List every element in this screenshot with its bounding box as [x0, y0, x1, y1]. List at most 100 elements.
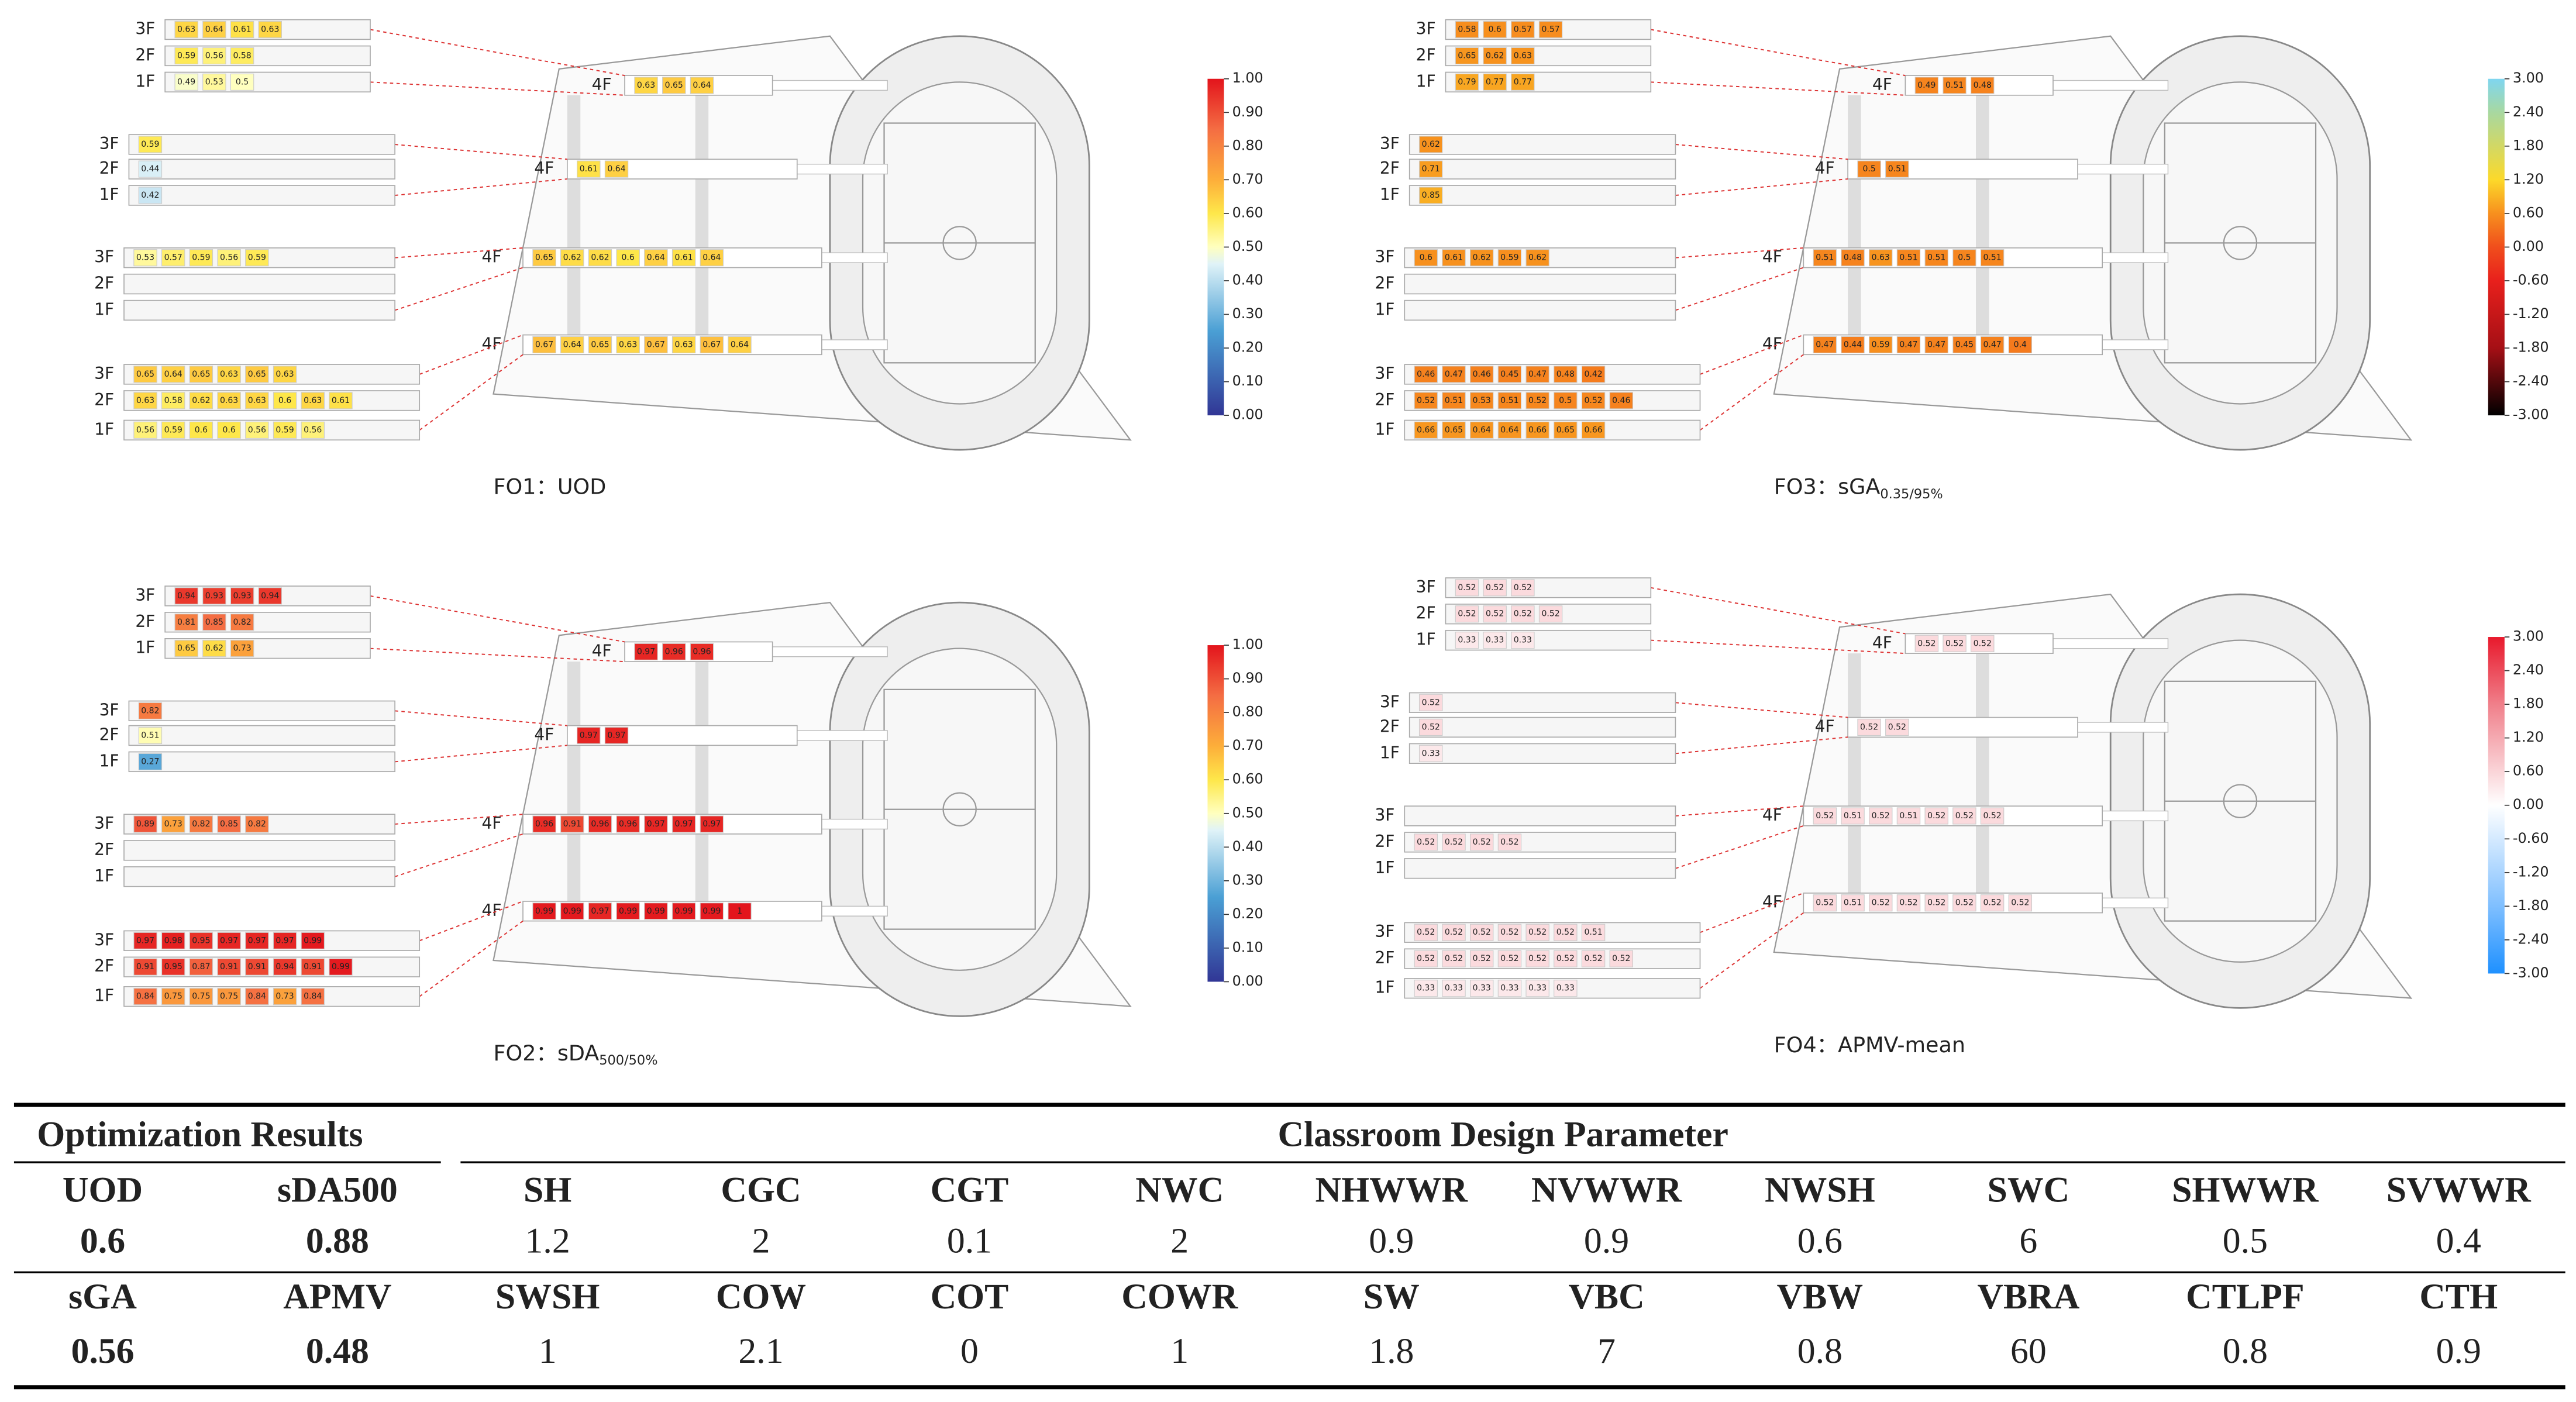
cell	[671, 249, 696, 267]
table-value: 0.9	[1369, 1221, 1414, 1261]
cell-value: 0.6	[278, 396, 291, 405]
pillar	[1848, 95, 1861, 355]
cell-value: 0.52	[1445, 954, 1463, 963]
inset-bar	[1404, 299, 1676, 321]
cell-value: 0.82	[192, 819, 210, 829]
cell	[1511, 47, 1535, 65]
cell-value: 0.59	[141, 140, 159, 149]
cell	[1841, 336, 1865, 354]
cell	[1813, 807, 1837, 825]
connector	[821, 818, 888, 830]
cell-value: 0.51	[1584, 928, 1602, 937]
cell	[230, 587, 254, 605]
cell-value: 0.71	[1422, 164, 1440, 174]
cell-value: 0.82	[233, 618, 251, 627]
cell	[532, 249, 556, 267]
cell-value: 0.51	[1500, 396, 1518, 405]
colorbar-label: 0.60	[1232, 771, 1263, 787]
caption: FO2：sDA500/50%	[494, 1040, 658, 1067]
cell-value: 0.97	[580, 731, 598, 740]
cell-value: 0.52	[1417, 954, 1435, 963]
cell-value: 0.47	[1445, 370, 1463, 379]
cell	[700, 336, 724, 354]
cell	[671, 336, 696, 354]
cell-value: 0.81	[177, 618, 195, 627]
cell-value: 0.52	[1473, 838, 1491, 847]
floor-label: 1F	[1375, 419, 1394, 439]
cell-value: 0.59	[192, 253, 210, 263]
caption: FO1：UOD	[494, 474, 607, 499]
table-value: 7	[1597, 1331, 1616, 1371]
cell	[1554, 421, 1578, 439]
cell	[1525, 421, 1549, 439]
cell	[189, 988, 213, 1005]
inset-bar	[123, 273, 395, 295]
colorbar	[1207, 78, 1224, 416]
cell	[245, 366, 269, 383]
cell	[728, 336, 752, 354]
cell-value: 0.56	[248, 425, 266, 435]
cell	[1952, 336, 1976, 354]
cell-value: 0.97	[674, 819, 693, 829]
cell-value: 0.52	[1955, 898, 1974, 908]
caption-subscript: 0.35/95%	[1880, 486, 1943, 501]
cell	[588, 249, 612, 267]
floor-label: 3F	[99, 134, 119, 153]
cell-value: 0.96	[665, 647, 683, 656]
cell-value: 0.52	[1528, 954, 1547, 963]
floor-label: 1F	[1416, 71, 1436, 91]
cell	[245, 932, 269, 949]
cell-value: 0.47	[1816, 340, 1834, 349]
leader	[1651, 81, 1906, 96]
table-header: sDA500	[277, 1170, 398, 1210]
cell-value: 0.63	[637, 81, 655, 90]
cell	[1497, 249, 1522, 267]
cell-value: 0.53	[136, 253, 154, 263]
colorbar-label: 1.20	[2513, 729, 2544, 745]
cell	[1581, 392, 1606, 409]
cell-value: 0.52	[1888, 722, 1906, 732]
cell-value: 0.6	[222, 425, 235, 435]
cell	[301, 988, 325, 1005]
floor-tag: 4F	[534, 725, 554, 744]
colorbar-label: 0.10	[1232, 373, 1263, 389]
table-header: SWSH	[495, 1277, 600, 1317]
cell	[133, 421, 157, 439]
cell	[1497, 366, 1522, 383]
cell	[1869, 894, 1893, 912]
cell	[1414, 392, 1438, 409]
cell	[1980, 249, 2005, 267]
table-value: 0.56	[71, 1331, 134, 1371]
floor-label: 3F	[94, 364, 114, 383]
cell	[1418, 160, 1443, 178]
cell	[329, 958, 353, 976]
inset-bar	[128, 751, 395, 773]
cell-value: 0.61	[580, 164, 598, 174]
group-header: Classroom Design Parameter	[1278, 1114, 1728, 1154]
floor-bar	[566, 725, 798, 746]
cell	[1914, 635, 1939, 652]
cell-value: 0.5	[1559, 396, 1572, 405]
cell	[1841, 249, 1865, 267]
leader	[1675, 178, 1848, 196]
inset-bar	[128, 700, 395, 722]
cell	[577, 726, 601, 745]
cell	[245, 421, 269, 439]
cell	[1483, 73, 1507, 91]
colorbar-label: -2.40	[2513, 373, 2549, 389]
cell-value: 0.63	[248, 396, 266, 405]
cell-value: 0.52	[1473, 928, 1491, 937]
floor-label: 3F	[94, 247, 114, 267]
inset-bar	[1408, 716, 1676, 738]
colorbar-label: -1.80	[2513, 339, 2549, 356]
cell-value: 0.65	[1556, 425, 1575, 435]
cell	[1554, 980, 1578, 997]
cell	[577, 160, 601, 178]
cell-value: 0.62	[192, 396, 210, 405]
cell	[588, 902, 612, 920]
cell	[329, 392, 353, 409]
group-header: Optimization Results	[37, 1114, 363, 1154]
cell	[1525, 366, 1549, 383]
cell	[1609, 392, 1633, 409]
table-header: SWC	[1988, 1170, 2070, 1210]
